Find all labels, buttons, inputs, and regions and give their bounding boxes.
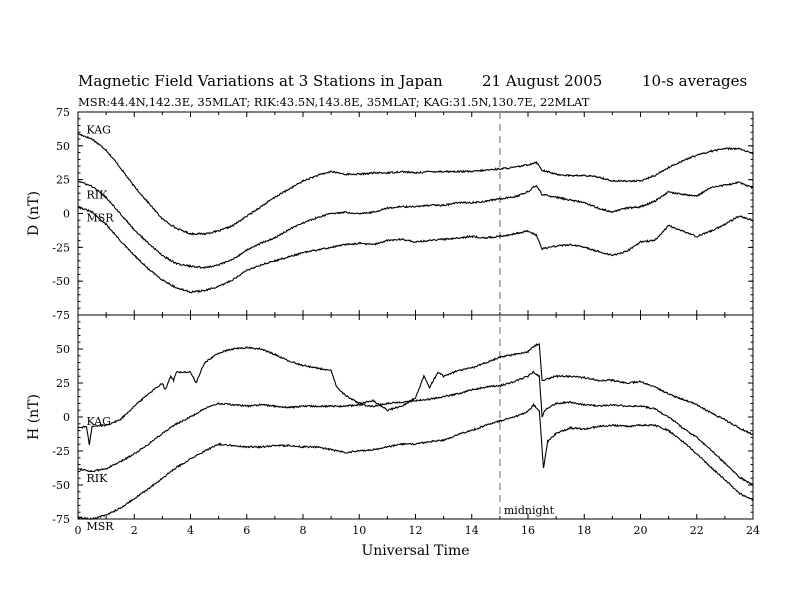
xtick-label: 16	[521, 524, 535, 537]
xtick-label: 8	[300, 524, 307, 537]
xtick-label: 14	[465, 524, 479, 537]
top-label-kag: KAG	[86, 124, 111, 137]
bottom-ytick-label: -50	[52, 479, 70, 492]
xtick-label: 0	[75, 524, 82, 537]
bottom-series-kag	[77, 343, 754, 445]
bottom-label-kag: KAG	[86, 415, 111, 428]
bottom-label-msr: MSR	[86, 520, 114, 533]
bottom-ytick-label: -25	[52, 445, 70, 458]
top-ytick-label: 50	[56, 140, 70, 153]
top-ytick-label: -25	[52, 241, 70, 254]
xtick-label: 22	[690, 524, 704, 537]
midnight-label: midnight	[504, 504, 555, 517]
bottom-ytick-label: 25	[56, 377, 70, 390]
bottom-series-rik	[77, 370, 754, 486]
figure-date: 21 August 2005	[482, 72, 603, 90]
xtick-label: 18	[577, 524, 591, 537]
top-ytick-label: -75	[52, 309, 70, 322]
top-series-msr	[77, 205, 754, 294]
xtick-label: 20	[634, 524, 648, 537]
bottom-label-rik: RIK	[86, 472, 108, 485]
xtick-label: 12	[409, 524, 423, 537]
top-ytick-label: -50	[52, 275, 70, 288]
figure-title: Magnetic Field Variations at 3 Stations …	[78, 72, 443, 90]
top-ytick-label: 25	[56, 174, 70, 187]
top-ylabel: D (nT)	[26, 191, 42, 236]
top-series-rik	[78, 180, 754, 269]
top-ytick-label: 75	[56, 106, 70, 119]
xtick-label: 24	[746, 524, 760, 537]
top-series-kag	[77, 132, 754, 236]
bottom-ylabel: H (nT)	[26, 394, 42, 440]
top-label-msr: MSR	[86, 212, 114, 225]
top-label-rik: RIK	[86, 189, 108, 202]
bottom-ytick-label: 50	[56, 343, 70, 356]
bottom-series-msr	[77, 402, 754, 520]
top-ytick-label: 0	[63, 208, 70, 221]
xtick-label: 4	[187, 524, 194, 537]
station-coordinates: MSR:44.4N,142.3E, 35MLAT; RIK:43.5N,143.…	[78, 95, 590, 109]
bottom-ytick-label: 0	[63, 411, 70, 424]
xtick-label: 10	[352, 524, 366, 537]
figure-averaging: 10-s averages	[642, 72, 748, 90]
xtick-label: 2	[131, 524, 138, 537]
xlabel: Universal Time	[361, 543, 469, 559]
xtick-label: 6	[243, 524, 250, 537]
bottom-ytick-label: -75	[52, 513, 70, 526]
